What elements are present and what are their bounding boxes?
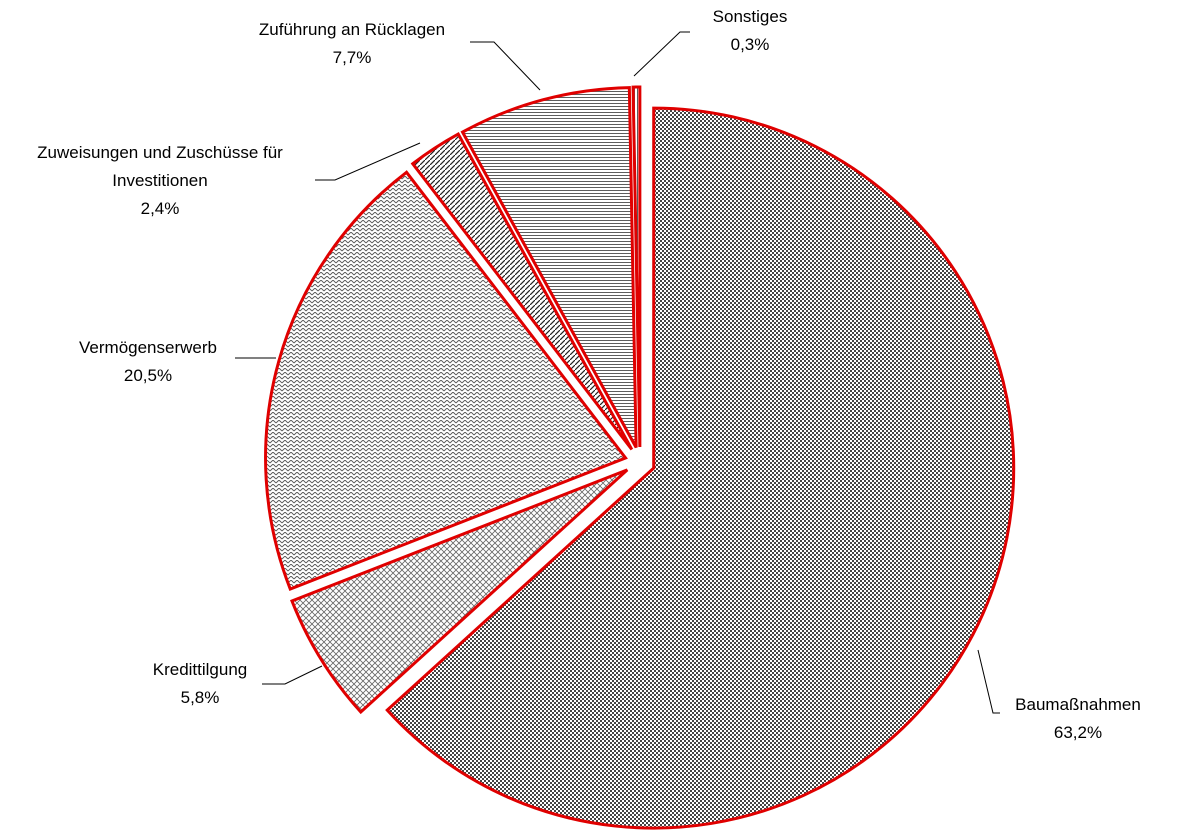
slice-label: Zuführung an Rücklagen 7,7% xyxy=(222,16,482,72)
leader-line xyxy=(470,41,541,91)
pie-slice xyxy=(385,106,1016,830)
value-label: 63,2% xyxy=(1053,723,1103,742)
leader-line xyxy=(262,665,323,685)
pie-slice xyxy=(410,132,634,451)
slice-label: Zuweisungen und Zuschüsse für Investitio… xyxy=(5,139,315,223)
leader-line xyxy=(977,649,1000,714)
leader-line xyxy=(315,142,421,181)
category-label: Zuweisungen und Zuschüsse für Investitio… xyxy=(37,143,283,190)
category-label: Kredittilgung xyxy=(152,660,248,679)
pie-slice xyxy=(264,170,628,591)
category-label: Sonstiges xyxy=(712,7,788,26)
value-label: 20,5% xyxy=(123,366,173,385)
slice-label: Baumaßnahmen 63,2% xyxy=(978,691,1178,747)
slice-label: Vermögenserwerb 20,5% xyxy=(38,334,258,390)
value-label: 2,4% xyxy=(140,199,180,218)
category-label: Baumaßnahmen xyxy=(1015,695,1141,714)
category-label: Vermögenserwerb xyxy=(79,338,217,357)
leader-line xyxy=(633,31,690,77)
pie-slice xyxy=(631,85,642,448)
value-label: 7,7% xyxy=(332,48,372,67)
category-label: Zuführung an Rücklagen xyxy=(258,20,446,39)
pie-slice xyxy=(460,86,638,449)
slice-label: Sonstiges 0,3% xyxy=(690,3,810,59)
value-label: 5,8% xyxy=(180,688,220,707)
leader-lines xyxy=(235,31,1000,714)
slice-label: Kredittilgung 5,8% xyxy=(100,656,300,712)
value-label: 0,3% xyxy=(730,35,770,54)
pie-slice xyxy=(290,468,629,715)
